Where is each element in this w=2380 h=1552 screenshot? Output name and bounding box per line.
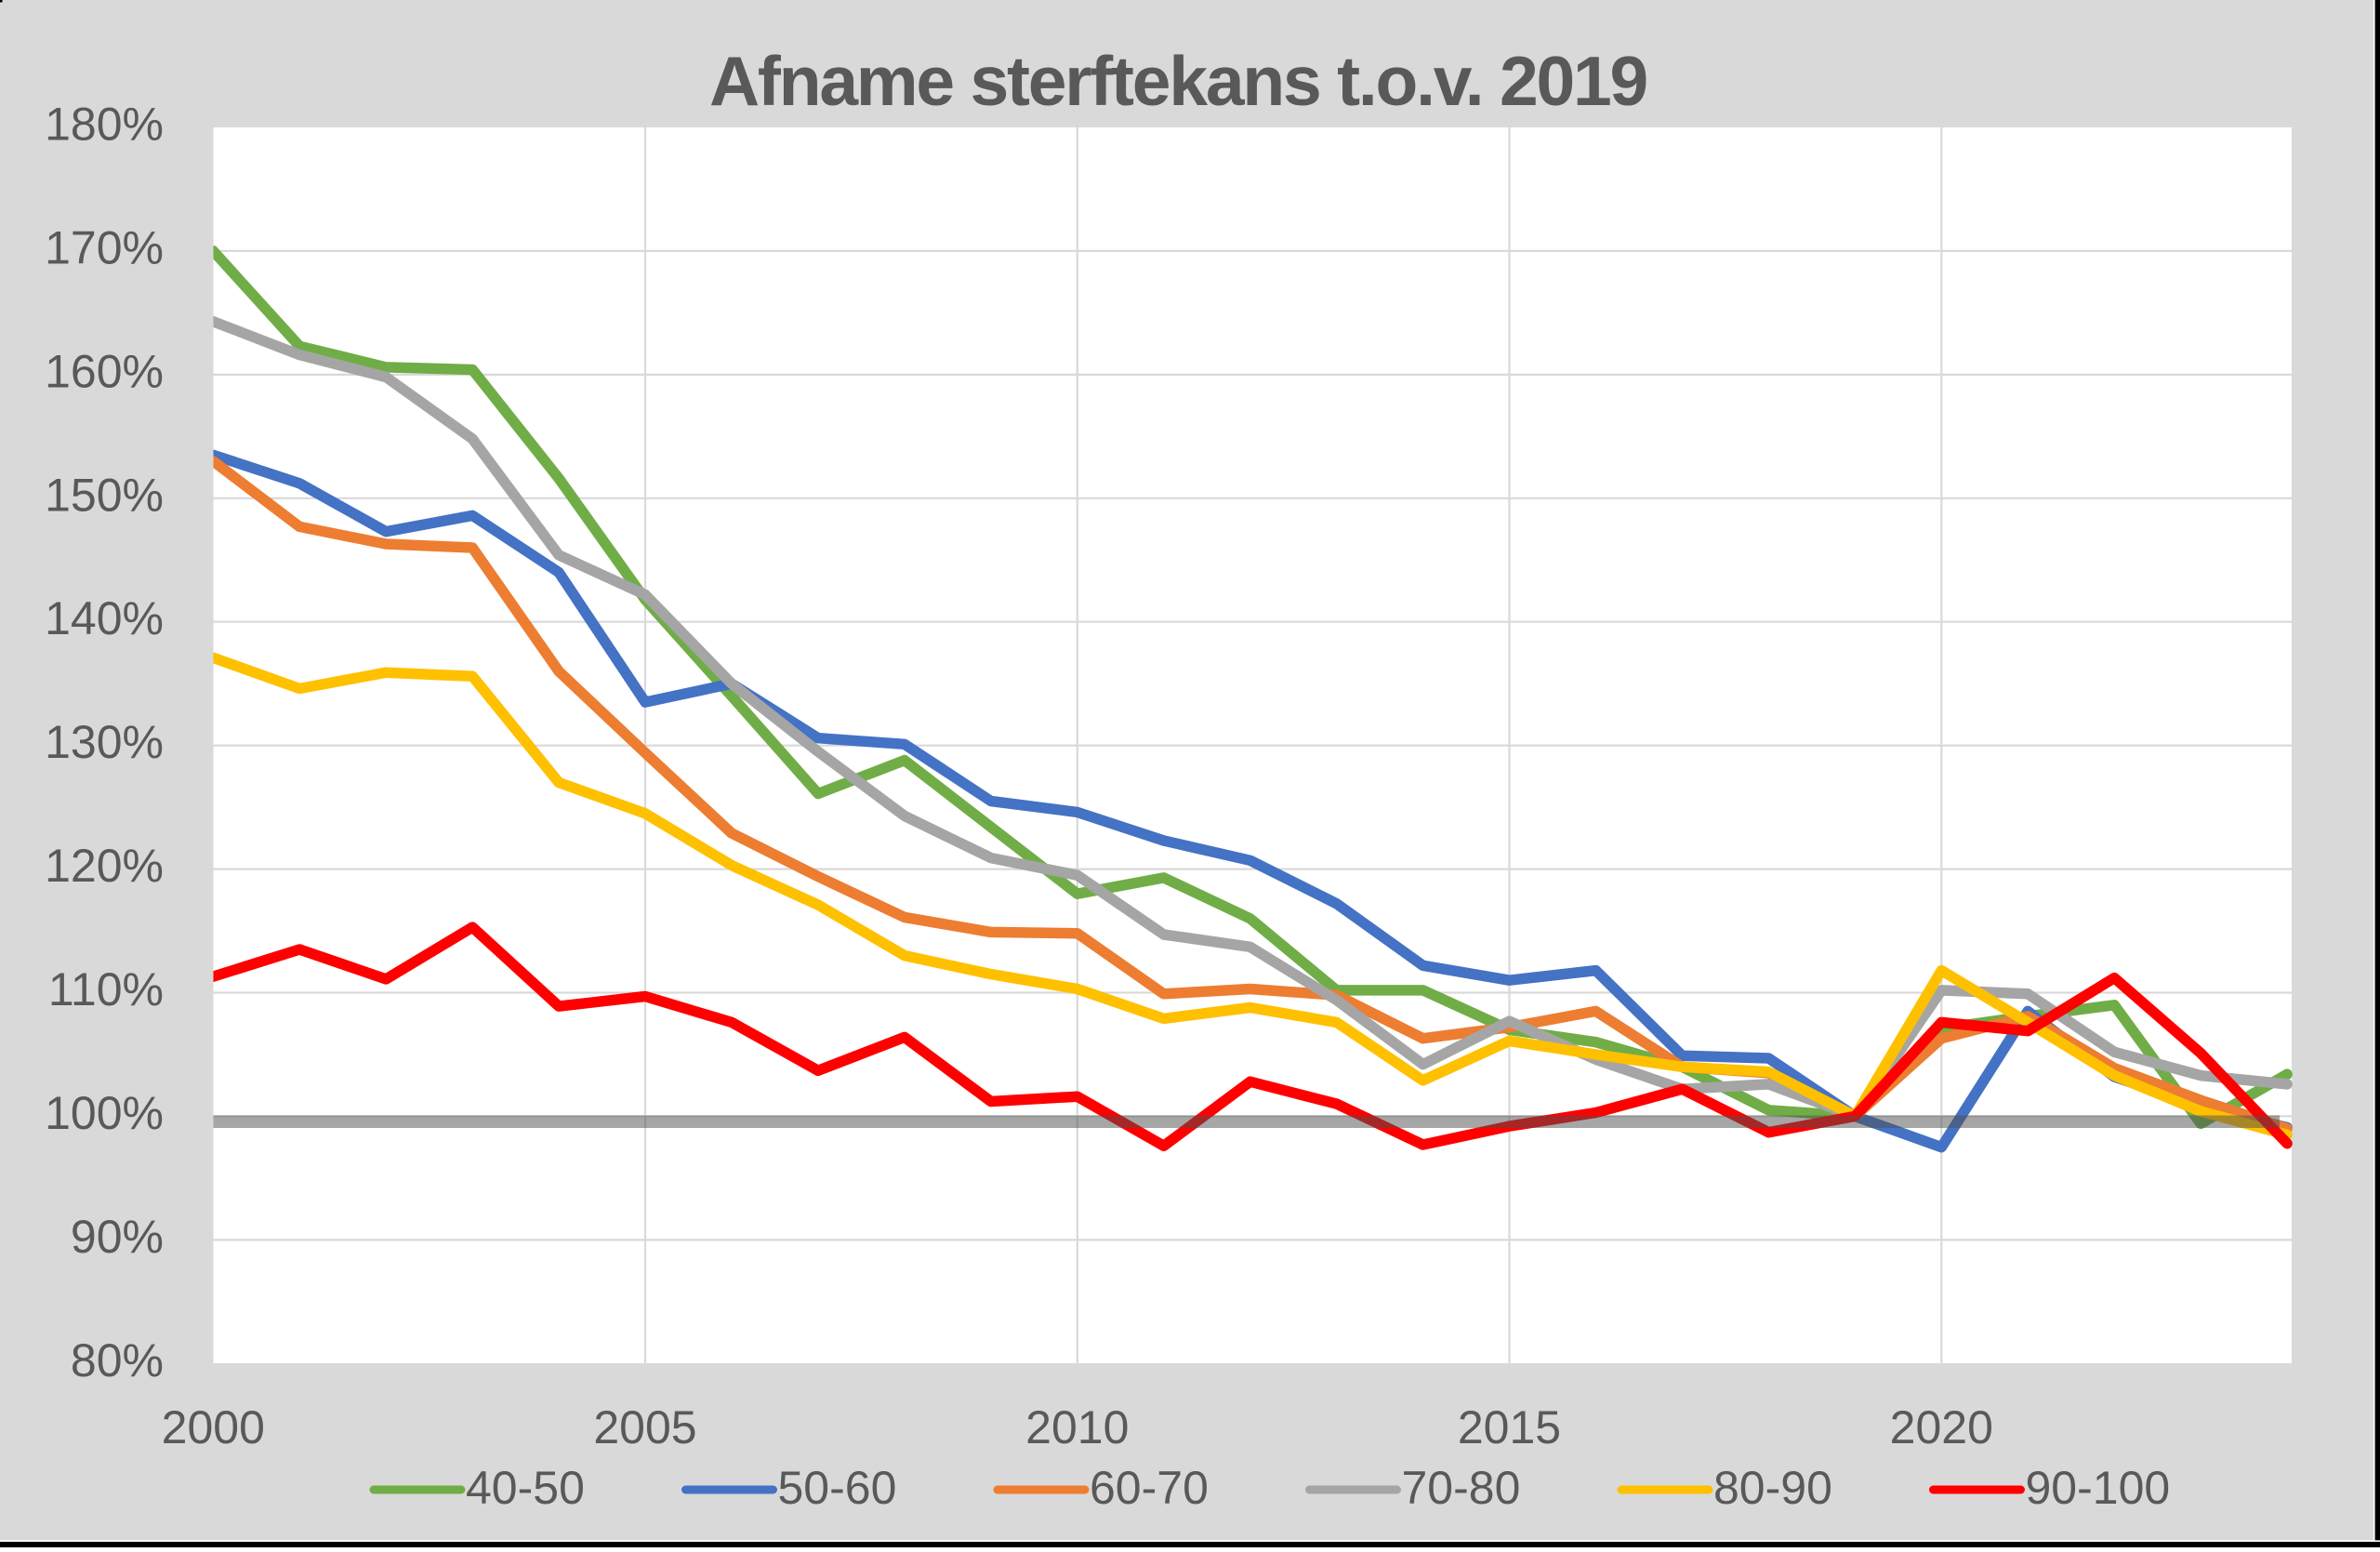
svg-text:180%: 180% [45, 99, 164, 151]
svg-text:2005: 2005 [593, 1401, 696, 1453]
svg-text:90%: 90% [71, 1211, 164, 1263]
svg-text:50-60: 50-60 [778, 1462, 897, 1514]
svg-text:140%: 140% [45, 592, 164, 644]
svg-text:100%: 100% [45, 1087, 164, 1139]
svg-text:150%: 150% [45, 469, 164, 521]
svg-text:60-70: 60-70 [1090, 1462, 1209, 1514]
svg-text:80%: 80% [71, 1334, 164, 1386]
svg-text:2000: 2000 [162, 1401, 265, 1453]
svg-text:2020: 2020 [1890, 1401, 1993, 1453]
svg-text:160%: 160% [45, 345, 164, 397]
svg-text:2010: 2010 [1025, 1401, 1129, 1453]
svg-text:40-50: 40-50 [466, 1462, 585, 1514]
svg-text:170%: 170% [45, 221, 164, 273]
svg-text:110%: 110% [48, 963, 164, 1015]
svg-text:Afname sterftekans t.o.v. 2019: Afname sterftekans t.o.v. 2019 [709, 42, 1646, 120]
svg-text:120%: 120% [45, 840, 164, 892]
svg-text:130%: 130% [45, 716, 164, 768]
svg-text:2015: 2015 [1458, 1401, 1561, 1453]
svg-text:80-90: 80-90 [1713, 1462, 1832, 1514]
svg-text:90-100: 90-100 [2026, 1462, 2171, 1514]
svg-text:70-80: 70-80 [1402, 1462, 1521, 1514]
